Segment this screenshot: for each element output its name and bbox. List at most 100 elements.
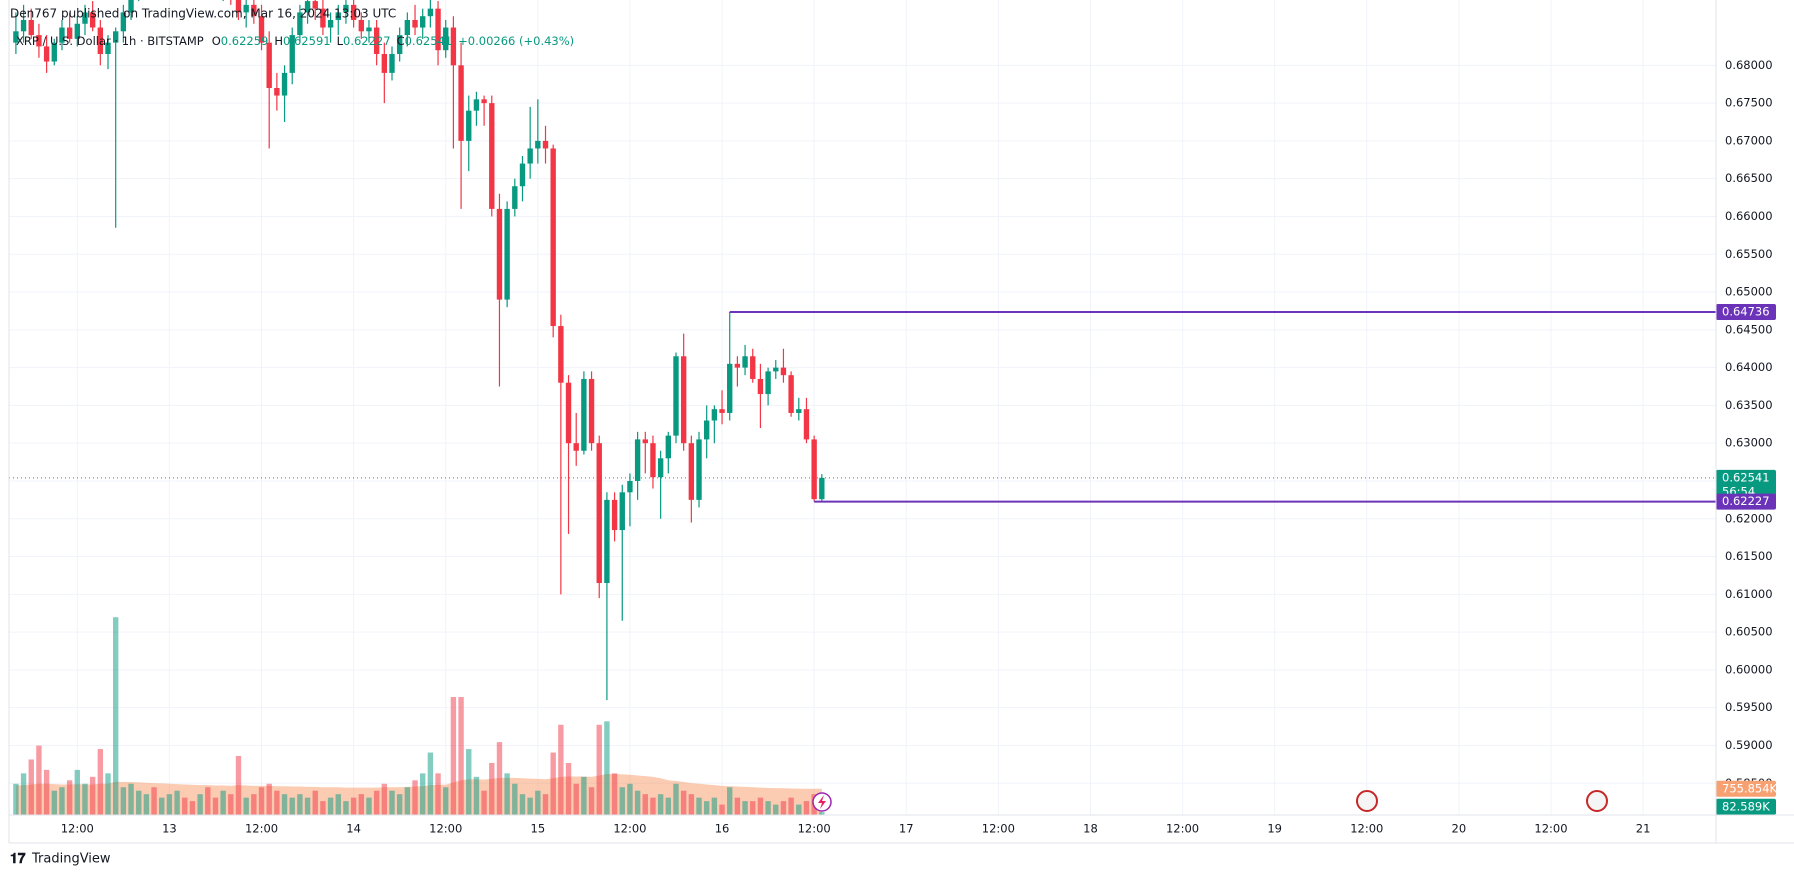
volume-bar bbox=[496, 742, 503, 815]
candle-body bbox=[673, 356, 679, 436]
candle-body bbox=[74, 23, 80, 39]
volume-bar bbox=[734, 797, 741, 815]
candle-body bbox=[527, 148, 533, 164]
volume-bar bbox=[420, 773, 426, 815]
y-tick-label: 0.61500 bbox=[1725, 549, 1773, 563]
symbol-name: XRP / U.S. Dollar · 1h · BITSTAMP bbox=[16, 34, 204, 48]
candle-body bbox=[734, 363, 741, 368]
candle-body bbox=[281, 72, 288, 96]
candle-body bbox=[773, 367, 779, 372]
lightning-glyph bbox=[818, 795, 826, 809]
volume-bar bbox=[788, 797, 794, 815]
footer-logo: 𝟏𝟕 TradingView bbox=[10, 851, 111, 867]
ohlc-prefix: C bbox=[397, 34, 405, 48]
candle-body bbox=[427, 8, 434, 17]
candle-body bbox=[28, 19, 34, 36]
candle-body bbox=[512, 186, 518, 209]
volume-bar bbox=[343, 801, 349, 815]
ohlc-prefix: H bbox=[274, 34, 283, 48]
candle-body bbox=[565, 382, 572, 444]
volume-bar bbox=[182, 797, 188, 815]
volume-bar bbox=[266, 783, 272, 815]
volume-bar bbox=[281, 794, 288, 815]
volume-bar bbox=[396, 794, 403, 815]
volume-bar bbox=[650, 797, 656, 815]
candle-body bbox=[43, 46, 50, 62]
candle-body bbox=[796, 409, 802, 413]
candle-body bbox=[719, 409, 725, 413]
volume-bar bbox=[519, 794, 526, 815]
candle-body bbox=[366, 27, 372, 32]
volume-bar bbox=[327, 797, 334, 815]
x-tick-label: 18 bbox=[1083, 822, 1098, 836]
candle-body bbox=[59, 27, 65, 43]
candle-body bbox=[289, 35, 295, 73]
volume-bar bbox=[535, 790, 541, 815]
candle-body bbox=[634, 439, 641, 481]
candle-body bbox=[542, 140, 549, 149]
candle-body bbox=[412, 19, 418, 28]
x-tick-label: 13 bbox=[162, 822, 177, 836]
change-value: +0.00266 (+0.43%) bbox=[458, 34, 574, 48]
volume-bar bbox=[466, 749, 472, 815]
x-tick-label: 20 bbox=[1452, 822, 1467, 836]
candle-body bbox=[235, 0, 242, 13]
last-price-label: 0.62541 bbox=[1722, 470, 1770, 484]
candle-body bbox=[358, 19, 364, 32]
volume-bar bbox=[450, 697, 457, 815]
x-tick-label: 21 bbox=[1636, 822, 1651, 836]
volume-bar bbox=[481, 790, 487, 815]
y-tick-label: 0.64000 bbox=[1725, 360, 1773, 374]
volume-bar bbox=[128, 783, 134, 815]
level-label: 0.62227 bbox=[1722, 494, 1770, 508]
volume-bar bbox=[819, 812, 825, 815]
volume-bar bbox=[611, 773, 618, 815]
volume-bar bbox=[596, 724, 602, 815]
x-tick-label: 12:00 bbox=[429, 822, 462, 836]
volume-ma-label-bg bbox=[1716, 780, 1776, 797]
event-flag[interactable] bbox=[1356, 790, 1378, 812]
volume-bar bbox=[113, 617, 119, 815]
volume-bar bbox=[473, 776, 480, 815]
candle-body bbox=[113, 31, 119, 43]
volume-bar bbox=[20, 773, 27, 815]
volume-bar bbox=[634, 790, 641, 815]
volume-bar bbox=[358, 794, 364, 815]
volume-bar bbox=[151, 787, 157, 815]
y-tick-label: 0.60000 bbox=[1725, 662, 1773, 676]
candle-body bbox=[89, 12, 96, 28]
volume-bar bbox=[542, 794, 549, 815]
y-tick-label: 0.63500 bbox=[1725, 398, 1773, 412]
candle-body bbox=[680, 356, 687, 444]
x-tick-label: 12:00 bbox=[61, 822, 94, 836]
volume-bar bbox=[143, 794, 150, 815]
volume-bar bbox=[443, 787, 449, 815]
candle-body bbox=[20, 19, 27, 32]
y-tick-label: 0.61000 bbox=[1725, 587, 1773, 601]
candle-body bbox=[82, 12, 88, 24]
y-tick-label: 0.67000 bbox=[1725, 133, 1773, 147]
candle-body bbox=[266, 42, 272, 88]
volume-bar bbox=[212, 797, 219, 815]
footer-text: TradingView bbox=[31, 852, 111, 867]
candle-body bbox=[466, 110, 472, 141]
candle-body bbox=[535, 140, 541, 149]
candle-body bbox=[258, 16, 265, 43]
volume-bar bbox=[366, 797, 372, 815]
volume-bar bbox=[581, 776, 587, 815]
candle-body bbox=[404, 19, 411, 36]
grid bbox=[9, 0, 1716, 815]
y-tick-label: 0.65000 bbox=[1725, 285, 1773, 299]
candle-body bbox=[519, 163, 526, 187]
volume-bar bbox=[174, 790, 180, 815]
event-flag[interactable] bbox=[1586, 790, 1608, 812]
candle-body bbox=[581, 378, 587, 451]
y-tick-label: 0.68000 bbox=[1725, 58, 1773, 72]
candle-body bbox=[373, 27, 380, 54]
candle-body bbox=[443, 27, 449, 51]
volume-bar bbox=[82, 783, 88, 815]
volume-bar bbox=[404, 787, 411, 815]
candle-body bbox=[304, 1, 311, 13]
